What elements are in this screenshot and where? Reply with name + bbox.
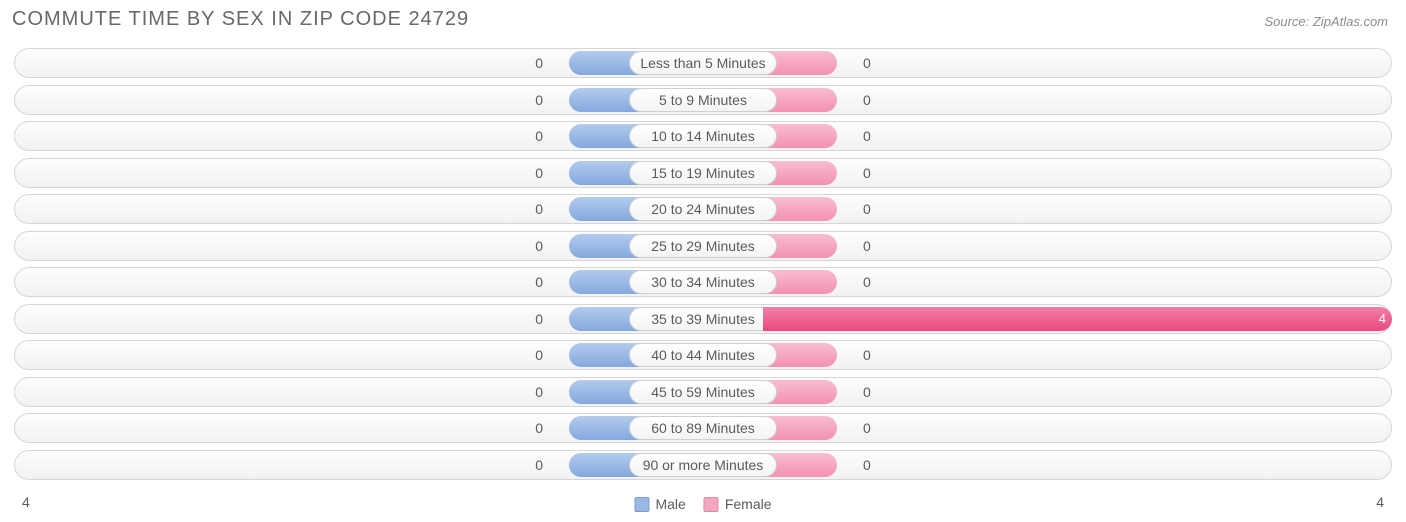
source-attribution: Source: ZipAtlas.com [1264,14,1388,29]
female-value: 0 [863,122,871,150]
row-center-group: 25 to 29 Minutes [569,234,837,258]
row-center-group: 5 to 9 Minutes [569,88,837,112]
chart-plot-area: Less than 5 Minutes005 to 9 Minutes0010 … [14,48,1392,486]
female-value: 0 [863,341,871,369]
chart-row: 20 to 24 Minutes 0 0 [14,194,1392,224]
male-value: 0 [535,232,543,260]
category-label: 10 to 14 Minutes [629,124,777,148]
male-value: 0 [535,122,543,150]
category-label: 90 or more Minutes [629,453,777,477]
male-value: 0 [535,195,543,223]
legend-item-female: Female [704,496,772,512]
female-swatch-icon [704,497,719,512]
male-value: 0 [535,341,543,369]
axis-max-left: 4 [22,494,30,510]
chart-row: 5 to 9 Minutes 0 0 [14,85,1392,115]
female-bar: 4 [763,307,1392,331]
row-center-group: Less than 5 Minutes [569,51,837,75]
chart-row: 10 to 14 Minutes 0 0 [14,121,1392,151]
category-label: 30 to 34 Minutes [629,270,777,294]
chart-row: 60 to 89 Minutes 0 0 [14,413,1392,443]
row-center-group: 20 to 24 Minutes [569,197,837,221]
female-value: 0 [863,49,871,77]
male-value: 0 [535,268,543,296]
female-value: 0 [863,451,871,479]
chart-row: 35 to 39 Minutes 0 4 [14,304,1392,334]
female-value: 4 [1379,307,1386,331]
female-value: 0 [863,232,871,260]
male-value: 0 [535,451,543,479]
chart-row: 30 to 34 Minutes 0 0 [14,267,1392,297]
legend-label-female: Female [725,496,772,512]
row-center-group: 45 to 59 Minutes [569,380,837,404]
row-center-group: 90 or more Minutes [569,453,837,477]
female-value: 0 [863,86,871,114]
chart-row: 15 to 19 Minutes 0 0 [14,158,1392,188]
male-value: 0 [535,414,543,442]
category-label: 25 to 29 Minutes [629,234,777,258]
legend: Male Female [634,496,771,512]
female-value: 0 [863,195,871,223]
row-center-group: 15 to 19 Minutes [569,161,837,185]
chart-row: 40 to 44 Minutes 0 0 [14,340,1392,370]
male-swatch-icon [634,497,649,512]
category-label: 15 to 19 Minutes [629,161,777,185]
category-label: 35 to 39 Minutes [629,307,777,331]
category-label: Less than 5 Minutes [629,51,777,75]
legend-label-male: Male [655,496,685,512]
axis-max-right: 4 [1376,494,1384,510]
male-value: 0 [535,86,543,114]
chart-row: 90 or more Minutes 0 0 [14,450,1392,480]
category-label: 20 to 24 Minutes [629,197,777,221]
female-value: 0 [863,414,871,442]
axis-legend-area: 4 Male Female 4 [14,490,1392,512]
chart-title: COMMUTE TIME BY SEX IN ZIP CODE 24729 [12,8,469,31]
row-center-group: 40 to 44 Minutes [569,343,837,367]
category-label: 60 to 89 Minutes [629,416,777,440]
male-value: 0 [535,305,543,333]
male-value: 0 [535,378,543,406]
female-value: 0 [863,159,871,187]
legend-item-male: Male [634,496,685,512]
category-label: 40 to 44 Minutes [629,343,777,367]
chart-frame: COMMUTE TIME BY SEX IN ZIP CODE 24729 So… [0,0,1406,522]
male-value: 0 [535,159,543,187]
row-center-group: 60 to 89 Minutes [569,416,837,440]
category-label: 5 to 9 Minutes [629,88,777,112]
category-label: 45 to 59 Minutes [629,380,777,404]
male-value: 0 [535,49,543,77]
chart-row: 25 to 29 Minutes 0 0 [14,231,1392,261]
chart-row: 45 to 59 Minutes 0 0 [14,377,1392,407]
female-value: 0 [863,378,871,406]
row-center-group: 30 to 34 Minutes [569,270,837,294]
chart-row: Less than 5 Minutes 0 0 [14,48,1392,78]
row-center-group: 10 to 14 Minutes [569,124,837,148]
female-value: 0 [863,268,871,296]
